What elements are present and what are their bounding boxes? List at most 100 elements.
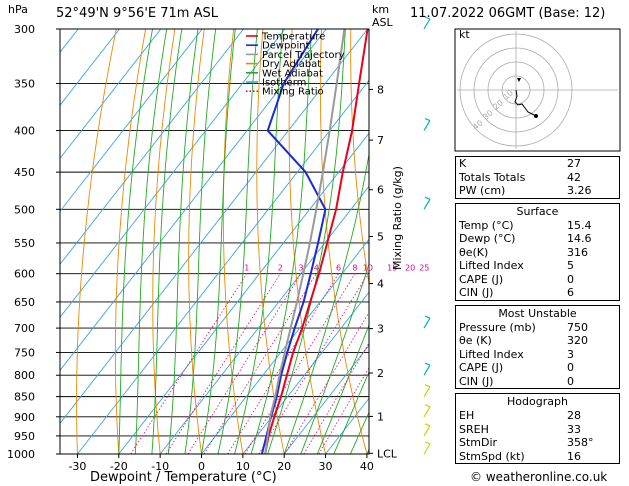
mixing-ratio-line: [227, 273, 339, 454]
skewt-grid: [60, 29, 369, 454]
most-unstable-value: 3: [567, 347, 574, 361]
pressure-tick-label: 400: [14, 125, 35, 138]
indices-key: K: [459, 157, 467, 170]
indices-key: PW (cm): [459, 184, 506, 197]
km-tick-label: 3: [377, 323, 384, 336]
x-tick-label: 30: [319, 460, 333, 473]
most-unstable-row: Lifted Index 3: [456, 348, 619, 362]
height-unit-asl: ASL: [372, 16, 393, 29]
most-unstable-row: CIN (J) 0: [456, 375, 619, 389]
plot-frame: [59, 28, 370, 455]
pressure-tick-label: 550: [14, 237, 35, 250]
dry-adiabat-line: [188, 29, 205, 454]
wind-barb-flag: [424, 423, 431, 427]
surface-value: 6: [567, 286, 574, 299]
legend-entry: Dry Adiabat: [262, 59, 321, 70]
hodograph-table-key: SREH: [459, 422, 489, 436]
wind-barb-flag: [424, 384, 431, 388]
surface-row: Dewp (°C) 14.6: [456, 232, 619, 246]
surface-row: Lifted Index 5: [456, 259, 619, 273]
hodograph-unit: kt: [459, 28, 470, 41]
height-unit-km: km: [372, 3, 390, 16]
wind-barb-flag: [424, 441, 431, 445]
mixing-ratio-label: 20: [405, 264, 415, 273]
km-tick-label: 1: [377, 410, 384, 423]
dry-adiabat-line: [76, 29, 117, 454]
wind-barb: [423, 199, 431, 210]
parcel-trajectory-series: [264, 29, 346, 454]
wind-barb-flag: [424, 315, 431, 319]
wet-adiabat-line: [234, 29, 284, 454]
hodograph-table-row: SREH 33: [456, 423, 619, 437]
most-unstable-value: 0: [567, 361, 574, 374]
indices-box: K 27 Totals Totals 42 PW (cm) 3.26: [455, 156, 620, 199]
most-unstable-key: Pressure (mb): [459, 320, 536, 334]
indices-panel: K 27 Totals Totals 42 PW (cm) 3.26 Surface Te…: [455, 156, 620, 468]
most-unstable-row: CAPE (J) 0: [456, 361, 619, 375]
x-tick-label: -20: [110, 460, 128, 473]
x-tick-label: 40: [360, 460, 374, 473]
legend-entry: Temperature: [261, 32, 325, 43]
surface-key: CAPE (J): [459, 272, 504, 286]
surface-value: 316: [567, 245, 588, 259]
pressure-tick-label: 700: [14, 322, 35, 335]
legend-entry: Mixing Ratio: [262, 87, 324, 98]
wind-barb-flag: [424, 16, 431, 20]
wind-barb-flag: [424, 117, 431, 122]
hodograph-table-row: EH 28: [456, 409, 619, 423]
surface-row: CIN (J) 6: [456, 286, 619, 300]
x-tick-label: -10: [151, 460, 169, 473]
km-tick-label: 7: [377, 134, 384, 147]
pressure-tick-label: 600: [14, 268, 35, 281]
indices-value: 3.26: [567, 184, 592, 197]
km-tick-label: 6: [377, 184, 384, 197]
most-unstable-box: Most Unstable Pressure (mb) 750 θe (K) 320 L…: [455, 304, 620, 389]
indices-value: 42: [567, 170, 581, 184]
mixing-ratio-line: [165, 273, 281, 454]
wet-adiabat-line: [217, 29, 258, 454]
datetime-title: 11.07.2022 06GMT (Base: 12): [410, 6, 606, 21]
surface-row: θe(K) 316: [456, 246, 619, 260]
mixing-ratio-label: 3: [298, 264, 303, 273]
indices-row: Totals Totals 42: [456, 171, 619, 185]
wind-barb: [423, 317, 431, 329]
mixing-ratio-line: [187, 273, 302, 454]
isotherm-line: [159, 185, 369, 454]
surface-key: Dewp (°C): [459, 232, 516, 245]
credit-text: © weatheronline.co.uk: [470, 470, 608, 484]
mixing-ratio-line: [244, 273, 356, 454]
legend-entry: Dewpoint: [262, 41, 310, 52]
surface-key: CIN (J): [459, 286, 494, 299]
wind-barb-flag: [424, 404, 431, 408]
isotherm-line: [77, 79, 369, 454]
wind-barb-flag: [424, 196, 431, 200]
mixing-ratio-line: [318, 367, 369, 454]
surface-key: Temp (°C): [459, 218, 514, 232]
x-tick-label: 20: [277, 460, 291, 473]
dry-adiabat-line: [222, 29, 244, 454]
wet-adiabat-line: [184, 29, 217, 454]
legend-entry: Isotherm: [262, 78, 306, 89]
dry-adiabat-line: [152, 29, 176, 454]
wind-barb: [423, 406, 431, 418]
most-unstable-row: θe (K) 320: [456, 334, 619, 348]
most-unstable-key: CIN (J): [459, 374, 494, 388]
hodograph-marker: [517, 78, 521, 82]
hodograph-table-key: StmDir: [459, 436, 498, 449]
surface-key: Lifted Index: [459, 259, 524, 272]
indices-row: PW (cm) 3.26: [456, 184, 619, 198]
hodograph-table-key: StmSpd (kt): [459, 449, 525, 463]
dry-adiabat-line: [319, 29, 368, 454]
indices-key: Totals Totals: [459, 170, 526, 184]
hodograph-table-value: 358°: [567, 436, 594, 449]
wet-adiabat-line: [167, 29, 199, 454]
hodograph-table-row: StmSpd (kt) 16: [456, 450, 619, 464]
surface-box: Surface Temp (°C) 15.4 Dewp (°C) 14.6 θe(K) 3…: [455, 202, 620, 301]
pressure-tick-label: 650: [14, 296, 35, 309]
isotherm-line: [242, 291, 369, 454]
wind-barb: [423, 386, 431, 397]
mixing-ratio-label: 8: [352, 264, 357, 273]
mixing-ratio-axis-label: Mixing Ratio (g/kg): [391, 166, 404, 270]
